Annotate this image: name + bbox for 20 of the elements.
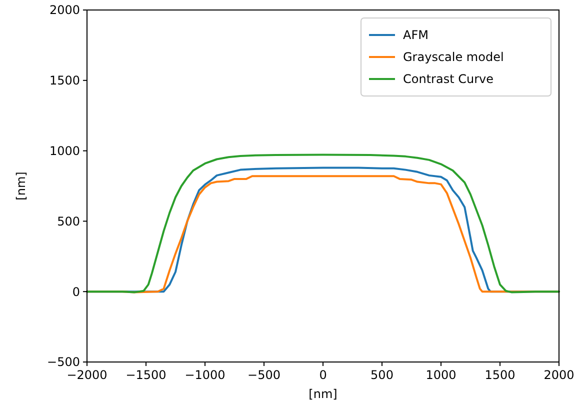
legend-label: Contrast Curve: [403, 72, 494, 86]
y-tick-label: 1500: [49, 74, 80, 88]
x-tick-label: −1500: [126, 368, 166, 382]
legend-label: Grayscale model: [403, 50, 504, 64]
y-tick-label: 0: [72, 284, 80, 299]
x-axis-title: [nm]: [308, 387, 338, 401]
y-tick-label: 2000: [49, 3, 80, 18]
y-tick-label: 500: [57, 214, 80, 228]
legend-label: AFM: [403, 28, 428, 42]
y-tick-label: 1000: [49, 144, 80, 158]
x-tick-label: 1000: [426, 368, 456, 382]
x-tick-label: −500: [248, 368, 280, 382]
y-tick-label: −500: [47, 355, 80, 370]
x-tick-label: −1000: [184, 368, 226, 382]
x-tick-label: 1500: [484, 368, 516, 382]
x-tick-label: 2000: [544, 368, 574, 382]
x-tick-label: 0: [319, 368, 327, 382]
y-axis-title: [nm]: [14, 172, 28, 200]
x-tick-label: 500: [370, 368, 394, 382]
x-tick-label: −2000: [66, 368, 108, 382]
